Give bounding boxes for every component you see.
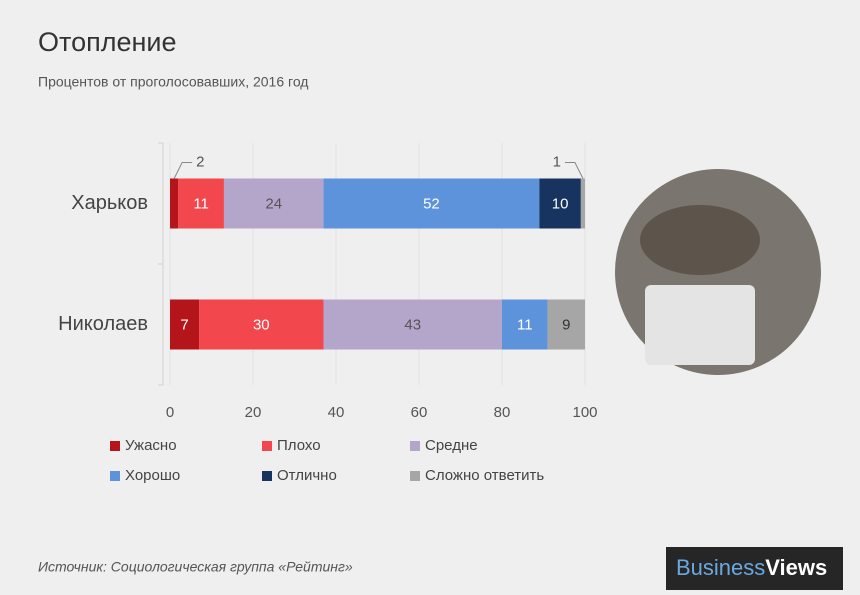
bar-segment [323, 299, 502, 350]
legend-label: Сложно ответить [425, 467, 544, 484]
data-label: 1 [553, 153, 561, 170]
data-label: 7 [180, 316, 188, 333]
x-tick-label: 0 [166, 404, 174, 421]
source: Источник: Социологическая группа «Рейтин… [38, 559, 353, 575]
data-label: 43 [404, 316, 421, 333]
data-label: 2 [196, 153, 204, 170]
logo: BusinessViews [676, 555, 827, 580]
chart-subtitle: Процентов от проголосовавших, 2016 год [38, 74, 308, 90]
legend-swatch [262, 471, 272, 481]
radiator [645, 285, 755, 365]
bar-segment [539, 178, 581, 229]
bar-segment [323, 178, 540, 229]
data-label: 10 [552, 195, 569, 212]
bar-segment [547, 299, 585, 350]
legend-label: Ужасно [125, 437, 177, 454]
category-label: Харьков [71, 192, 148, 214]
leader-line [564, 162, 584, 179]
category-label: Николаев [58, 313, 148, 335]
legend-swatch [110, 471, 120, 481]
legend-label: Отлично [277, 467, 337, 484]
x-tick-label: 100 [572, 404, 597, 421]
data-label: 52 [423, 195, 440, 212]
x-tick-label: 20 [245, 404, 262, 421]
bar-segment [178, 178, 224, 229]
legend-swatch [262, 441, 272, 451]
logo-first: Business [676, 555, 765, 580]
legend-label: Плохо [277, 437, 321, 454]
bar-segment [502, 299, 548, 350]
data-label: 24 [265, 195, 282, 212]
x-tick-label: 80 [494, 404, 511, 421]
legend-swatch [110, 441, 120, 451]
legend-swatch [410, 441, 420, 451]
bar-segment [223, 178, 324, 229]
bar-segment [170, 178, 179, 229]
bar-segment [580, 178, 585, 229]
data-label: 11 [517, 316, 533, 333]
bar-segment [199, 299, 324, 350]
leader-line [173, 162, 193, 179]
bar-segment [170, 299, 200, 350]
x-tick-label: 60 [411, 404, 428, 421]
legend-label: Средне [425, 437, 478, 454]
legend-swatch [410, 471, 420, 481]
logo-box [666, 547, 843, 590]
x-tick-label: 40 [328, 404, 345, 421]
cat [640, 205, 760, 275]
logo-second: Views [765, 555, 827, 580]
chart-title: Отопление [38, 27, 176, 57]
data-label: 11 [193, 195, 209, 212]
data-label: 9 [562, 316, 570, 333]
data-label: 30 [253, 316, 270, 333]
legend-label: Хорошо [125, 467, 180, 484]
